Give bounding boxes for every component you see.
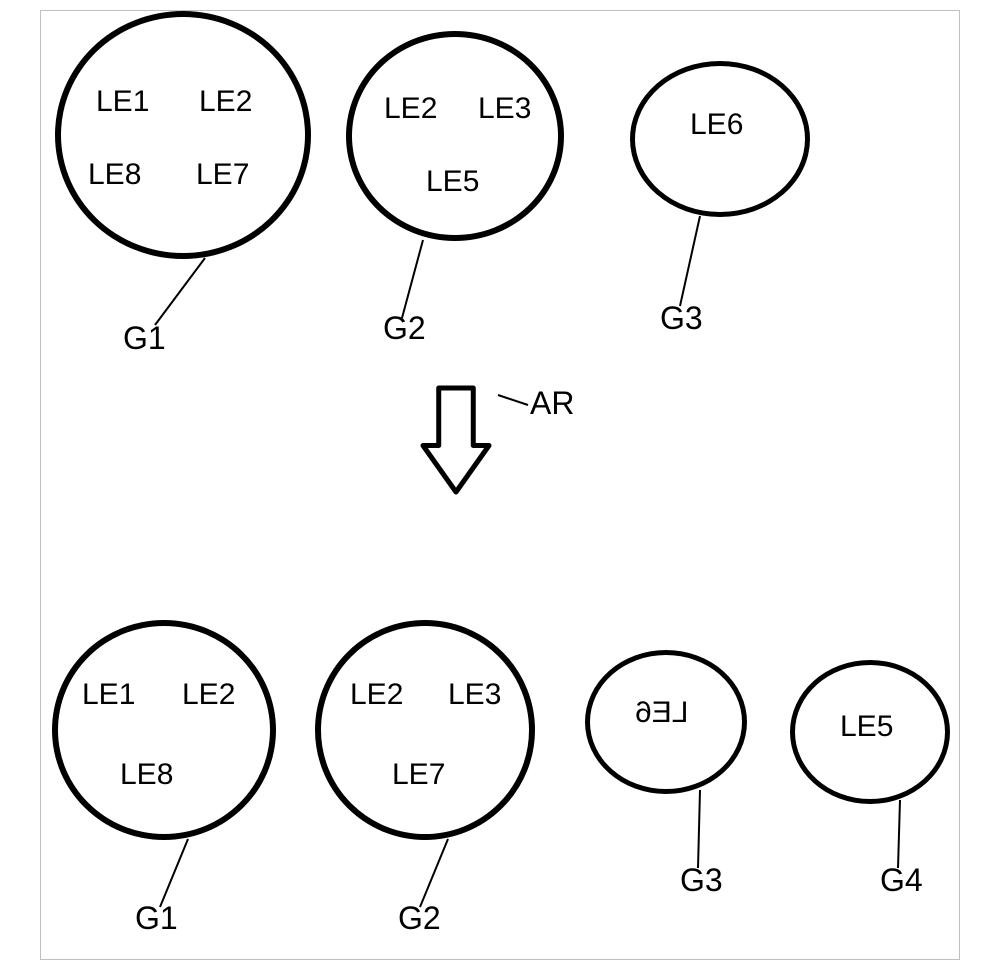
bottom-g2-le7: LE7 bbox=[392, 758, 445, 792]
bottom-g3-label: G3 bbox=[680, 862, 723, 899]
bottom-g2-label: G2 bbox=[398, 900, 441, 937]
diagram-stage: LE1 LE2 LE8 LE7 LE2 LE3 LE5 LE6 G1 G2 G3… bbox=[0, 0, 1000, 975]
bottom-g2-le2: LE2 bbox=[350, 678, 403, 712]
bottom-g2-le3: LE3 bbox=[448, 678, 501, 712]
top-g1-ellipse bbox=[55, 11, 311, 259]
top-g2-leader bbox=[402, 240, 423, 318]
bottom-g1-le8: LE8 bbox=[120, 758, 173, 792]
top-g3-label: G3 bbox=[660, 300, 703, 337]
down-arrow-icon bbox=[420, 385, 492, 495]
top-g2-le5: LE5 bbox=[426, 165, 479, 199]
bottom-g4-leader bbox=[898, 800, 900, 868]
top-g2-le2: LE2 bbox=[384, 92, 437, 126]
top-g2-label: G2 bbox=[383, 310, 426, 347]
bottom-g2-ellipse bbox=[315, 620, 535, 840]
bottom-g1-label: G1 bbox=[135, 900, 178, 937]
bottom-g4-le5: LE5 bbox=[840, 710, 893, 744]
top-g1-le8: LE8 bbox=[88, 158, 141, 192]
top-g2-le3: LE3 bbox=[478, 92, 531, 126]
bottom-g4-label: G4 bbox=[880, 862, 923, 899]
top-g1-le1: LE1 bbox=[96, 85, 149, 119]
top-g3-le6: LE6 bbox=[690, 108, 743, 142]
bottom-g1-leader bbox=[160, 839, 188, 907]
bottom-g3-le6-mirrored: LE6 bbox=[635, 696, 688, 730]
ar-label: AR bbox=[530, 385, 574, 422]
ar-leader bbox=[498, 395, 528, 405]
top-g1-le2: LE2 bbox=[199, 85, 252, 119]
top-g1-leader bbox=[155, 258, 205, 325]
bottom-g1-le1: LE1 bbox=[82, 678, 135, 712]
bottom-g1-ellipse bbox=[52, 620, 276, 840]
bottom-g3-leader bbox=[698, 790, 700, 868]
top-g1-label: G1 bbox=[123, 320, 166, 357]
top-g1-le7: LE7 bbox=[196, 158, 249, 192]
bottom-g1-le2: LE2 bbox=[182, 678, 235, 712]
top-g2-ellipse bbox=[346, 31, 564, 241]
bottom-g2-leader bbox=[420, 839, 448, 907]
top-g3-leader bbox=[680, 216, 700, 306]
